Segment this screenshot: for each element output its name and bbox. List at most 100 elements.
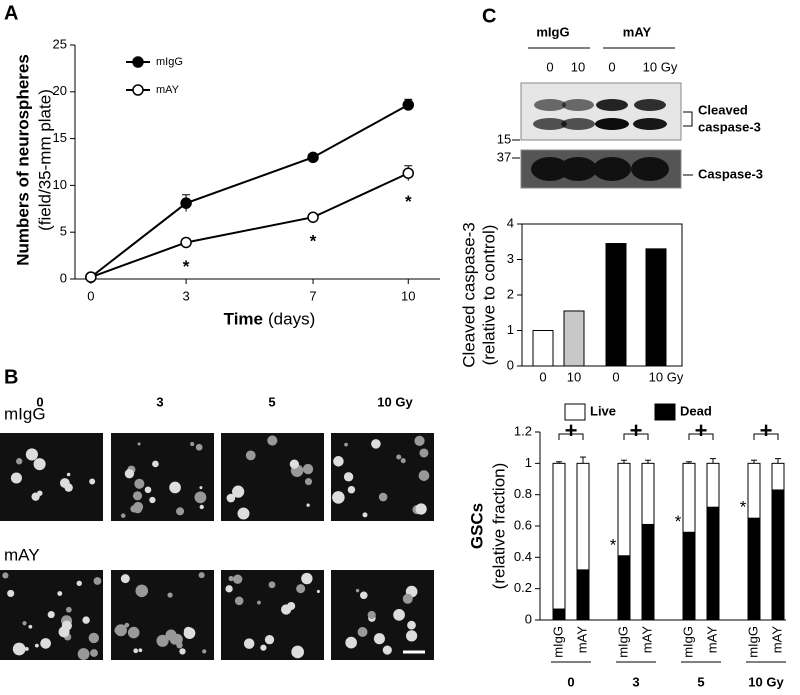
group-mark: +	[760, 418, 773, 443]
image-column-label: 3	[156, 394, 163, 409]
x-tick-label: 10 Gy	[649, 369, 684, 384]
y-tick-label: 0	[60, 270, 67, 285]
band	[561, 118, 595, 130]
image-column-label: 0	[36, 394, 43, 409]
neurosphere	[415, 503, 427, 515]
neurosphere	[22, 621, 27, 626]
legend-label: mIgG	[156, 56, 183, 68]
y-axis-label: (relative to control)	[479, 225, 498, 366]
neurosphere	[367, 610, 376, 620]
neurosphere	[396, 454, 402, 460]
neurosphere	[194, 491, 207, 504]
neurosphere	[167, 592, 173, 598]
neurosphere	[137, 442, 141, 446]
neurosphere	[12, 642, 26, 656]
bar-segment	[552, 462, 566, 610]
y-tick-label: 1	[507, 322, 514, 337]
neurosphere	[267, 435, 278, 446]
significance: *	[183, 257, 190, 276]
neurosphere	[378, 492, 388, 502]
x-tick-label: 10	[401, 288, 415, 303]
x-tick-label: mIgG	[680, 626, 695, 658]
x-tick-label: 3	[182, 288, 189, 303]
blot-group-label: mIgG	[536, 24, 569, 39]
blot-group-label: mAY	[623, 24, 652, 39]
image-row-label: mIgG	[4, 404, 46, 423]
y-tick-label: 0.2	[514, 580, 532, 595]
bar-segment	[617, 462, 631, 557]
data-point	[402, 167, 415, 179]
x-tick-label: 7	[309, 288, 316, 303]
neurosphere	[296, 584, 306, 594]
y-tick-label: 2	[507, 286, 514, 301]
mw-marker: 37	[497, 149, 511, 164]
data-point	[307, 151, 319, 164]
band-label: Cleaved	[698, 102, 748, 117]
group-bracket	[558, 433, 584, 440]
y-tick-label: 5	[60, 224, 67, 239]
x-tick-label: mAY	[704, 626, 719, 654]
legend-label: Live	[590, 403, 616, 418]
neurosphere	[169, 481, 181, 494]
data-point	[307, 211, 319, 223]
neurosphere	[82, 616, 90, 624]
group-bracket	[623, 433, 649, 440]
y-tick-label: 20	[53, 83, 67, 98]
neurosphere	[133, 648, 139, 654]
x-tick-label: mAY	[639, 626, 654, 654]
neurosphere	[199, 486, 203, 490]
bar-segment	[682, 462, 696, 533]
panel-label: B	[4, 366, 18, 388]
neurosphere	[134, 478, 145, 489]
x-axis-label: Time	[224, 309, 263, 328]
series-line	[90, 172, 409, 279]
x-tick-label: 0	[612, 369, 619, 384]
neurosphere	[406, 630, 418, 642]
neurosphere	[414, 435, 425, 447]
bar-segment	[576, 462, 590, 571]
neurosphere	[33, 458, 46, 471]
band	[631, 157, 669, 181]
data-point	[85, 271, 97, 283]
neurosphere	[152, 460, 159, 468]
neurosphere	[156, 634, 169, 647]
band	[593, 157, 631, 181]
lane-label: 10	[571, 59, 585, 74]
neurosphere	[228, 575, 234, 582]
neurosphere	[10, 472, 22, 484]
neurosphere	[138, 648, 143, 653]
neurosphere	[16, 458, 23, 465]
neurosphere	[135, 584, 149, 598]
x-tick-label: mIgG	[615, 626, 630, 658]
neurosphere	[127, 626, 140, 639]
legend-label: Dead	[680, 403, 712, 418]
bar-segment	[706, 462, 720, 508]
neurosphere	[407, 620, 416, 630]
y-tick-label: 25	[53, 36, 67, 51]
neurosphere	[245, 450, 256, 461]
panel-label: A	[4, 2, 18, 24]
group-mark: +	[695, 418, 708, 443]
neurosphere	[359, 591, 368, 600]
data-point	[180, 236, 192, 249]
neurosphere	[302, 463, 314, 475]
neurosphere	[24, 646, 29, 651]
neurosphere	[243, 638, 255, 649]
x-tick-label: mIgG	[550, 626, 565, 658]
lane-label: 0	[546, 59, 553, 74]
neurosphere	[124, 468, 135, 479]
neurosphere	[190, 442, 195, 447]
data-point	[402, 99, 415, 111]
neurosphere	[257, 600, 261, 605]
bar-segment	[617, 555, 631, 621]
neurosphere	[234, 596, 244, 606]
neurosphere	[25, 448, 39, 461]
x-axis-label: (days)	[268, 309, 315, 328]
neurosphere	[2, 572, 9, 579]
neurosphere	[198, 572, 205, 579]
neurosphere	[382, 645, 392, 655]
neurosphere	[347, 485, 356, 494]
bar-segment	[641, 523, 655, 621]
group-label: 5	[697, 674, 704, 689]
